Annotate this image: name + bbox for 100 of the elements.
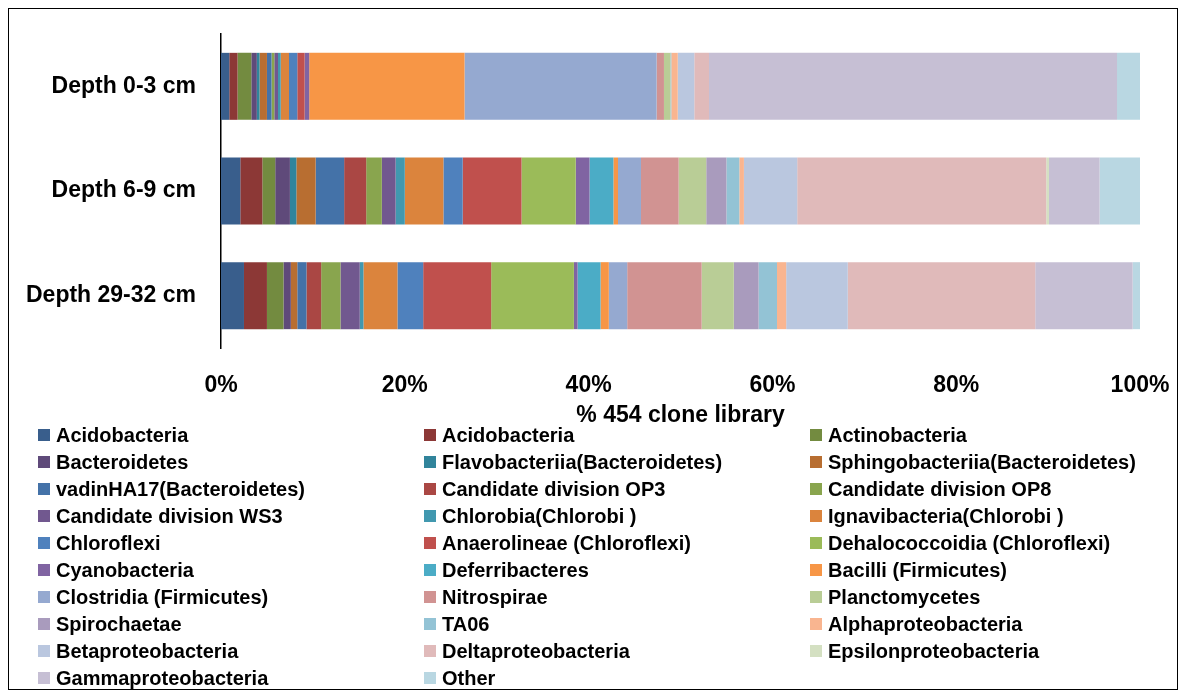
bar [743,157,798,225]
legend-label: Anaerolineae (Chloroflexi) [442,531,691,554]
legend-label: Candidate division OP8 [828,477,1052,500]
bar [275,157,290,225]
bar [289,157,297,225]
bar [296,157,316,225]
legend-label: Epsilonproteobacteria [828,639,1040,662]
bar [733,262,759,330]
bar [678,157,707,225]
bar [464,52,657,120]
legend-label: Nitrospirae [442,585,548,608]
bar [266,262,284,330]
x-tick-label: 100% [1110,371,1170,398]
legend-label: Actinobacteria [828,423,967,446]
bar [309,52,465,120]
bar [266,52,272,120]
bar [306,262,322,330]
bar [663,52,671,120]
legend-label: Betaproteobacteria [56,639,239,662]
y-tick-label: Depth 0-3 cm [51,71,196,98]
bar [677,52,695,120]
legend-label: Clostridia (Firmicutes) [56,585,269,608]
legend-label: Candidate division WS3 [56,504,283,527]
bar [575,157,590,225]
legend-label: Bacilli (Firmicutes) [828,558,1007,581]
bar [381,157,396,225]
legend-label: Deltaproteobacteria [442,639,630,662]
legend-label: Alphaproteobacteria [828,612,1023,635]
bar [797,157,1047,225]
bar [701,262,734,330]
bar [491,262,574,330]
bar [600,262,609,330]
legend-label: Chlorobia(Chlorobi ) [442,504,637,527]
bar [283,262,291,330]
bar [262,157,276,225]
legend-label: Deferribacteres [442,558,589,581]
bar [627,262,702,330]
bar [423,262,492,330]
legend-label: TA06 [442,612,490,635]
bar [577,262,601,330]
bar [280,52,290,120]
bar [739,157,744,225]
bar [363,262,398,330]
legend-label: Planctomycetes [828,585,981,608]
bar [251,52,257,120]
legend-label: Acidobacteria [56,423,189,446]
bar [229,52,238,120]
legend-label: Other [442,666,496,689]
legend-label: Chloroflexi [56,531,161,554]
bar [397,262,424,330]
legend-label: Bacteroidetes [56,450,189,473]
bar [297,52,305,120]
bar [640,157,679,225]
bar [1117,52,1140,120]
x-axis-title: % 454 clone library [576,400,785,427]
legend-label: Candidate division OP3 [442,477,666,500]
bar [404,157,444,225]
bar [589,157,614,225]
bar [340,262,360,330]
bar [777,262,787,330]
bar [758,262,777,330]
y-tick-label: Depth 6-9 cm [51,176,196,203]
bar [240,157,263,225]
bar [243,262,267,330]
bar [366,157,382,225]
legend-label: Spirochaetae [56,612,182,635]
x-tick-label: 40% [565,371,612,398]
bar [256,52,260,120]
bar [694,52,709,120]
legend-label: Dehalococcoidia (Chloroflexi) [828,531,1111,554]
bar [290,262,298,330]
x-tick-label: 80% [933,371,980,398]
legend-label: Ignavibacteria(Chlorobi ) [828,504,1064,527]
bar [708,52,1118,120]
bar [618,157,641,225]
bar [221,157,241,225]
bar [1035,262,1133,330]
bar [613,157,619,225]
bar [443,157,463,225]
x-tick-label: 60% [749,371,796,398]
bar [786,262,848,330]
bar [521,157,576,225]
bar [315,157,345,225]
bar [1099,157,1140,225]
bar [573,262,578,330]
legend-label: Acidobacteria [442,423,575,446]
bar [344,157,367,225]
bar [237,52,252,120]
bar [671,52,678,120]
bar [1049,157,1100,225]
x-tick-label: 20% [381,371,428,398]
bar [1132,262,1140,330]
bar [706,157,727,225]
bar [656,52,664,120]
bar [321,262,341,330]
legend-label: Flavobacteriia(Bacteroidetes) [442,450,723,473]
bar [221,262,244,330]
bar [1046,157,1050,225]
y-tick-label: Depth 29-32 cm [25,281,196,308]
bar [221,52,230,120]
